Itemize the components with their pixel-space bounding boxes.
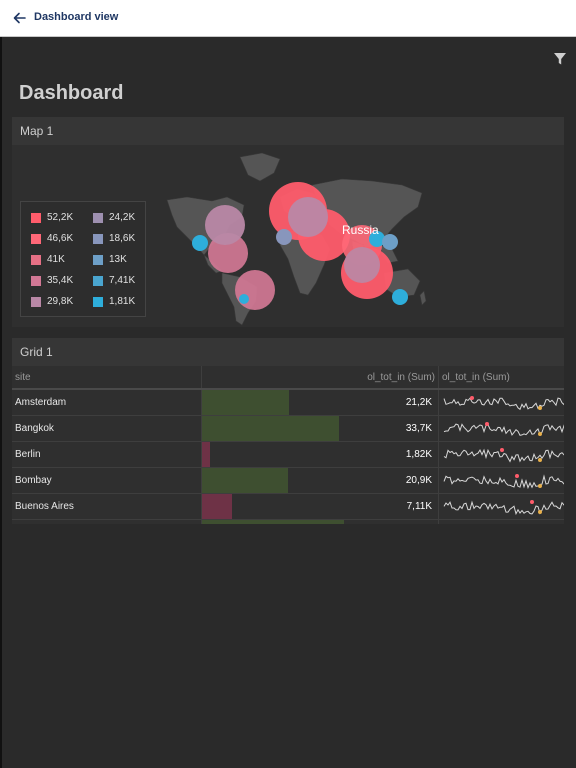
data-grid: site ol_tot_in (Sum) ol_tot_in (Sum) Ams… (12, 366, 564, 524)
legend-label: 29,8K (47, 296, 74, 307)
grid-header-row: site ol_tot_in (Sum) ol_tot_in (Sum) (12, 366, 564, 390)
site-cell: Bangkok (12, 415, 202, 442)
value-cell: 33,7K (201, 415, 439, 442)
value-cell: 20,9K (201, 467, 439, 494)
legend-label: 18,6K (109, 233, 136, 244)
legend-label: 1,81K (109, 296, 136, 307)
sparkline-cell (438, 467, 564, 494)
value-cell (201, 519, 439, 524)
country-label: Russia (342, 223, 379, 237)
legend-swatch (31, 234, 41, 244)
site-cell (12, 519, 202, 524)
value-text: 1,82K (405, 449, 432, 460)
value-bar (202, 442, 211, 467)
value-bar (202, 416, 339, 441)
map-legend: 52,2K 46,6K 41K 35,4K 29,8K 24,2K 18,6K 13K 7,41… (20, 201, 146, 317)
sparkline (443, 395, 564, 410)
value-cell: 21,2K (201, 389, 439, 416)
legend-swatch (93, 213, 103, 223)
legend-label: 35,4K (47, 275, 74, 286)
value-cell: 7,11K (201, 493, 439, 520)
value-bar (202, 390, 290, 415)
site-cell: Berlin (12, 441, 202, 468)
world-map[interactable]: Russia (12, 145, 564, 327)
value-text: 7,11K (406, 501, 432, 512)
sparkline-cell (438, 415, 564, 442)
value-text: 21,2K (405, 397, 432, 408)
sparkline (443, 499, 564, 515)
legend-label: 52,2K (47, 212, 74, 223)
map-bubbles (192, 182, 408, 310)
value-cell: 1,82K (201, 441, 439, 468)
legend-swatch (31, 213, 41, 223)
sparkline (443, 447, 564, 463)
map-panel-header: Map 1 (12, 117, 564, 145)
legend-swatch (31, 255, 41, 265)
table-row[interactable]: Amsterdam 21,2K (12, 389, 564, 416)
legend-label: 24,2K (109, 212, 136, 223)
sparkline-cell (438, 493, 564, 520)
table-row[interactable]: Bombay 20,9K (12, 467, 564, 494)
sparkline-cell (438, 519, 564, 524)
site-cell: Buenos Aires (12, 493, 202, 520)
grid-panel-header: Grid 1 (12, 338, 564, 366)
legend-swatch (93, 234, 103, 244)
column-header-site[interactable]: site (12, 366, 202, 390)
dashboard-title: Dashboard (19, 82, 124, 104)
arrow-left-icon[interactable] (12, 10, 28, 26)
top-bar: Dashboard view (0, 0, 576, 37)
legend-swatch (31, 276, 41, 286)
legend-label: 46,6K (47, 233, 74, 244)
grid-panel[interactable]: Grid 1 site ol_tot_in (Sum) ol_tot_in (S… (12, 338, 564, 524)
value-bar (202, 468, 289, 493)
legend-swatch (93, 276, 103, 286)
value-text: 20,9K (405, 475, 432, 486)
page-title: Dashboard view (34, 11, 119, 23)
table-row[interactable]: Buenos Aires 7,11K (12, 493, 564, 520)
filter-icon[interactable] (553, 52, 567, 66)
table-row[interactable]: Berlin 1,82K (12, 441, 564, 468)
sparkline-cell (438, 441, 564, 468)
legend-swatch (31, 297, 41, 307)
table-row[interactable] (12, 519, 564, 524)
sparkline (443, 421, 564, 436)
sparkline-cell (438, 389, 564, 416)
value-bar (202, 520, 344, 524)
value-bar (202, 494, 232, 519)
site-cell: Bombay (12, 467, 202, 494)
map-panel[interactable]: Map 1 (12, 117, 564, 327)
legend-label: 13K (109, 254, 127, 265)
legend-swatch (93, 297, 103, 307)
table-row[interactable]: Bangkok 33,7K (12, 415, 564, 442)
legend-label: 7,41K (109, 275, 136, 286)
value-text: 33,7K (405, 423, 432, 434)
sparkline (443, 473, 564, 489)
site-cell: Amsterdam (12, 389, 202, 416)
legend-label: 41K (47, 254, 65, 265)
column-header-value[interactable]: ol_tot_in (Sum) (201, 366, 439, 390)
column-header-sparkline[interactable]: ol_tot_in (Sum) (438, 366, 564, 390)
legend-swatch (93, 255, 103, 265)
